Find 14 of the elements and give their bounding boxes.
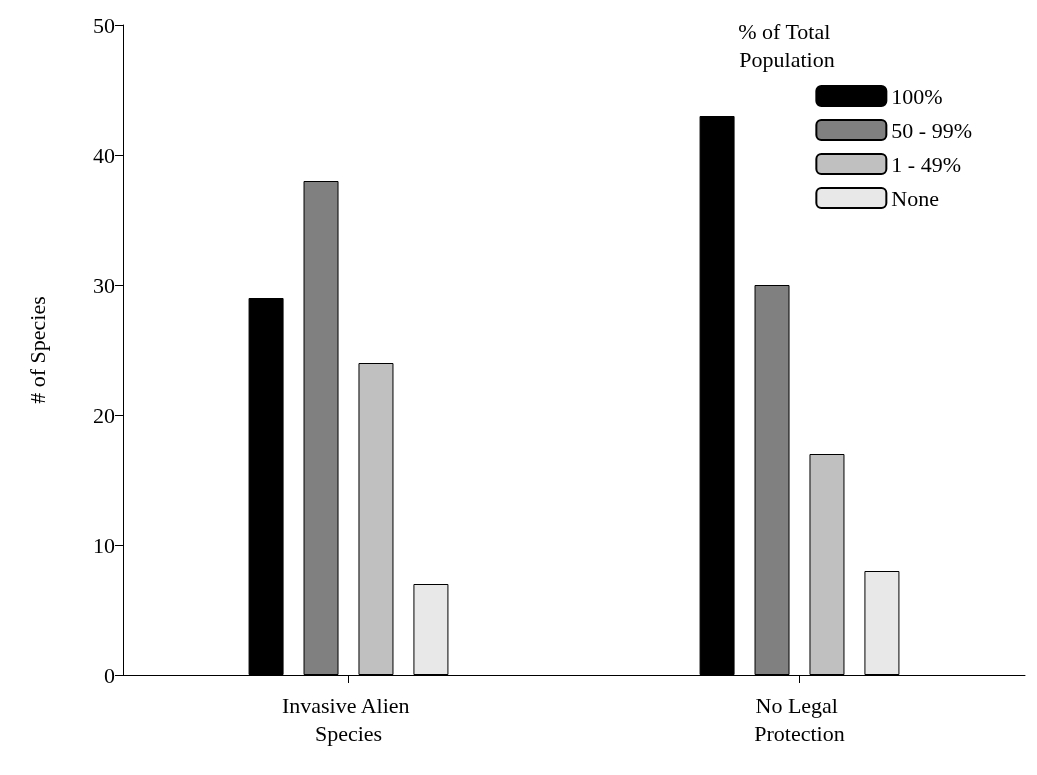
y-tick-label: 50 bbox=[93, 12, 115, 38]
y-axis-title: # of Species bbox=[24, 296, 50, 404]
y-tick-label: 40 bbox=[93, 142, 115, 168]
x-tick-label: Invasive Alien Species bbox=[281, 692, 416, 746]
legend-label: None bbox=[891, 185, 939, 211]
y-tick-label: 20 bbox=[93, 402, 115, 428]
legend-label: 100% bbox=[891, 83, 943, 109]
x-tick-label: No Legal Protection bbox=[754, 692, 845, 746]
y-tick-label: 10 bbox=[93, 532, 115, 558]
y-tick-label: 30 bbox=[93, 272, 115, 298]
legend-label: 1 - 49% bbox=[891, 151, 961, 177]
y-tick-label: 0 bbox=[104, 662, 115, 688]
legend-title: % of Total Population bbox=[738, 18, 836, 72]
legend-label: 50 - 99% bbox=[891, 117, 972, 143]
